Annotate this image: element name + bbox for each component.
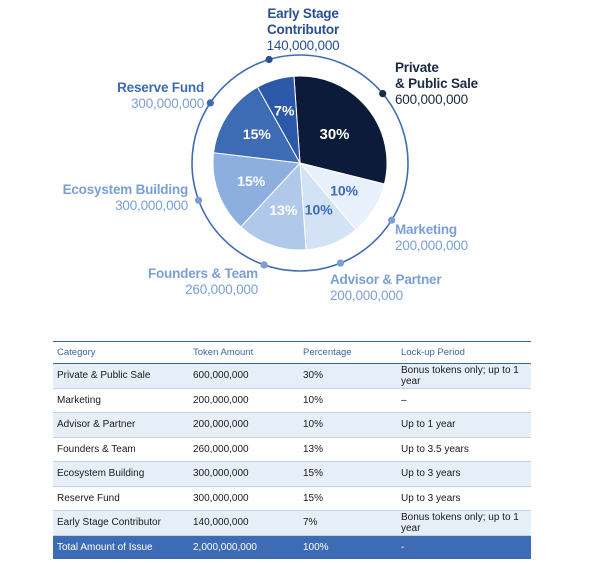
- cell-category: Private & Public Sale: [53, 363, 189, 389]
- pie-slice-early-stage-contributor: [256, 75, 301, 164]
- private-sale-name: Private & Public Sale: [395, 60, 478, 91]
- cell-category: Early Stage Contributor: [53, 510, 189, 536]
- slice-percent-early-stage-contributor: 7%: [274, 102, 295, 118]
- slice-label-advisor-partner: Advisor & Partner 200,000,000: [330, 272, 450, 304]
- cell-percentage: 15%: [299, 461, 397, 487]
- advisor-name: Advisor & Partner: [330, 272, 442, 287]
- table-total-row: Total Amount of Issue 2,000,000,000 100%…: [53, 535, 531, 559]
- slice-label-reserve-fund: Reserve Fund 300,000,000: [92, 80, 204, 112]
- early-stage-amount: 140,000,000: [266, 38, 340, 53]
- ring-marker-marketing: [388, 216, 396, 224]
- cell-lockup: Up to 1 year: [397, 412, 531, 438]
- slice-label-early-stage-contributor: Early Stage Contributor 140,000,000: [248, 6, 358, 54]
- cell-percentage: 7%: [299, 510, 397, 536]
- header-category: Category: [53, 341, 189, 364]
- ring-marker-advisor-partner: [336, 259, 345, 267]
- pie-slice-ecosystem-building: [212, 152, 302, 228]
- cell-percentage: 15%: [299, 486, 397, 511]
- cell-lockup: Bonus tokens only; up to 1 year: [397, 510, 531, 536]
- slice-percent-marketing: 10%: [330, 183, 359, 199]
- ecosystem-amount: 300,000,000: [115, 198, 188, 213]
- allocation-table: Category Token Amount Percentage Lock-up…: [53, 341, 531, 559]
- slice-percent-reserve-fund: 15%: [243, 126, 272, 142]
- header-token-amount: Token Amount: [189, 341, 299, 364]
- table-row: Marketing 200,000,000 10% –: [53, 388, 531, 413]
- cell-lockup: Up to 3 years: [397, 486, 531, 511]
- marketing-amount: 200,000,000: [395, 238, 468, 253]
- ring-marker-private-public-sale: [379, 90, 387, 98]
- cell-token-amount: 140,000,000: [189, 510, 299, 536]
- cell-category: Founders & Team: [53, 437, 189, 462]
- table-row: Ecosystem Building 300,000,000 15% Up to…: [53, 461, 531, 487]
- cell-token-amount: 200,000,000: [189, 412, 299, 438]
- ring-marker-early-stage-contributor: [265, 55, 273, 64]
- cell-token-amount: 200,000,000: [189, 388, 299, 413]
- ecosystem-name: Ecosystem Building: [62, 182, 189, 197]
- slice-percent-founders-team: 13%: [269, 202, 298, 218]
- table-row: Founders & Team 260,000,000 13% Up to 3.…: [53, 437, 531, 462]
- cell-lockup: Up to 3 years: [397, 461, 531, 487]
- total-percentage: 100%: [299, 535, 397, 559]
- cell-lockup: Up to 3.5 years: [397, 437, 531, 462]
- cell-category: Reserve Fund: [53, 486, 189, 511]
- founders-name: Founders & Team: [147, 266, 258, 281]
- outer-ring: [191, 54, 409, 272]
- allocation-pie-chart: 30%10%10%13%15%15%7%: [191, 54, 409, 272]
- cell-percentage: 10%: [299, 388, 397, 413]
- cell-percentage: 13%: [299, 437, 397, 462]
- reserve-fund-name: Reserve Fund: [117, 80, 204, 95]
- slice-label-marketing: Marketing 200,000,000: [395, 222, 495, 254]
- reserve-fund-amount: 300,000,000: [131, 96, 204, 111]
- header-percentage: Percentage: [299, 341, 397, 364]
- table-row: Advisor & Partner 200,000,000 10% Up to …: [53, 412, 531, 438]
- early-stage-name: Early Stage Contributor: [266, 6, 340, 37]
- slice-label-ecosystem-building: Ecosystem Building 300,000,000: [60, 182, 189, 214]
- slice-percent-advisor-partner: 10%: [305, 201, 334, 217]
- private-sale-amount: 600,000,000: [395, 92, 468, 107]
- table-row: Reserve Fund 300,000,000 15% Up to 3 yea…: [53, 486, 531, 511]
- ring-marker-founders-team: [260, 261, 268, 269]
- total-label: Total Amount of Issue: [53, 535, 189, 559]
- cell-category: Marketing: [53, 388, 189, 413]
- cell-category: Advisor & Partner: [53, 412, 189, 438]
- ring-marker-reserve-fund: [206, 99, 214, 107]
- ring-marker-ecosystem-building: [195, 196, 203, 204]
- cell-percentage: 10%: [299, 412, 397, 438]
- pie-slice-reserve-fund: [213, 86, 301, 164]
- marketing-name: Marketing: [395, 222, 457, 237]
- cell-token-amount: 300,000,000: [189, 486, 299, 511]
- total-lockup: -: [397, 535, 531, 559]
- cell-percentage: 30%: [299, 363, 397, 389]
- pie-slice-private-public-sale: [293, 75, 388, 185]
- total-token-amount: 2,000,000,000: [189, 535, 299, 559]
- header-lockup-period: Lock-up Period: [397, 341, 531, 364]
- cell-lockup: –: [397, 388, 531, 413]
- cell-category: Ecosystem Building: [53, 461, 189, 487]
- cell-token-amount: 300,000,000: [189, 461, 299, 487]
- slice-percent-ecosystem-building: 15%: [237, 173, 266, 189]
- cell-token-amount: 600,000,000: [189, 363, 299, 389]
- slice-label-private-public-sale: Private & Public Sale 600,000,000: [395, 60, 515, 108]
- slice-label-founders-team: Founders & Team 260,000,000: [140, 266, 258, 298]
- pie-slice-founders-team: [240, 161, 307, 251]
- founders-amount: 260,000,000: [185, 282, 258, 297]
- table-row: Private & Public Sale 600,000,000 30% Bo…: [53, 363, 531, 389]
- table-header-row: Category Token Amount Percentage Lock-up…: [53, 341, 531, 364]
- advisor-amount: 200,000,000: [330, 288, 403, 303]
- cell-lockup: Bonus tokens only; up to 1 year: [397, 363, 531, 389]
- table-row: Early Stage Contributor 140,000,000 7% B…: [53, 510, 531, 536]
- slice-percent-private-public-sale: 30%: [319, 126, 349, 143]
- cell-token-amount: 260,000,000: [189, 437, 299, 462]
